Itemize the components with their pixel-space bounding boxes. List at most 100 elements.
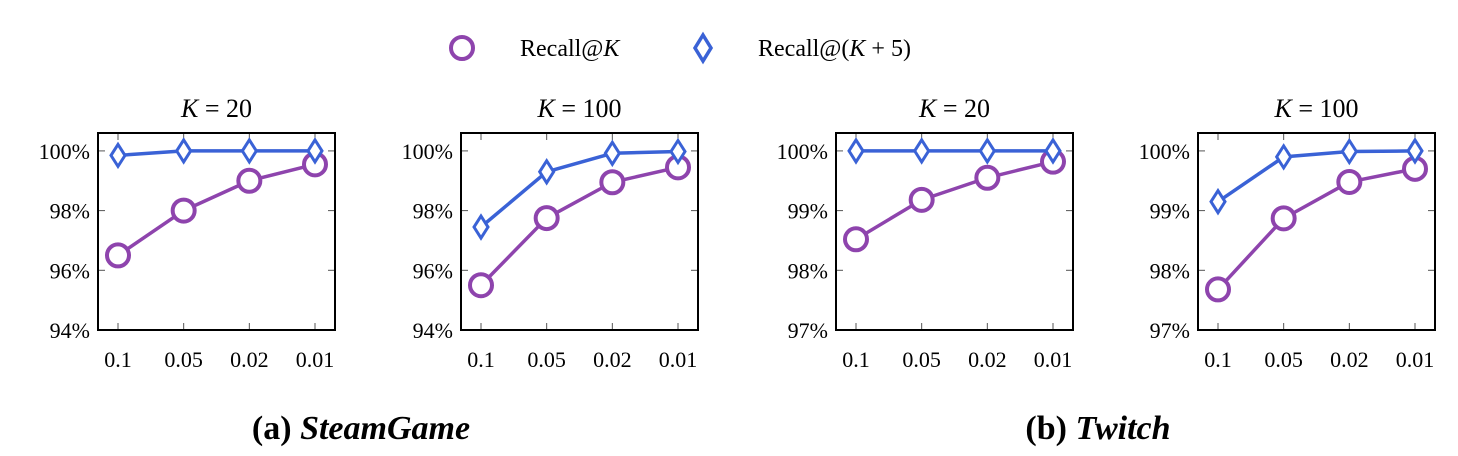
caption-steamgame: (a) SteamGame xyxy=(252,410,470,447)
data-point-circle xyxy=(170,197,197,224)
legend: Recall@K Recall@(K + 5) xyxy=(449,31,911,65)
plot-frame xyxy=(97,132,336,331)
legend-marker-diamond xyxy=(692,31,714,65)
data-point-diamond xyxy=(240,137,259,165)
x-tick-label: 0.05 xyxy=(164,347,203,372)
chart-panel-3: K = 20 97% 98% 99% 100% 0.1 0.05 0.02 0.01 xyxy=(777,94,1074,372)
y-tick-label: 99% xyxy=(1150,199,1190,224)
series-recall-k-plus-5 xyxy=(472,137,687,241)
x-tick-label: 0.02 xyxy=(593,347,632,372)
legend-label-recall-k: Recall@K xyxy=(520,36,621,62)
series-recall-k-plus-5 xyxy=(847,137,1062,165)
data-point-circle xyxy=(468,272,494,299)
data-point-diamond xyxy=(912,137,931,165)
data-point-circle xyxy=(533,205,560,232)
legend-item-recall-k: Recall@K xyxy=(449,35,621,62)
panel-title-rest: = 100 xyxy=(555,94,622,123)
data-point-circle xyxy=(843,226,869,253)
y-tick-label: 97% xyxy=(788,318,828,343)
x-tick-label: 0.02 xyxy=(1330,347,1369,372)
data-point-diamond xyxy=(537,158,556,186)
panel-title: K = 20 xyxy=(180,94,252,123)
x-tick-label: 0.05 xyxy=(1264,347,1303,372)
data-point-circle xyxy=(1336,168,1363,195)
series-line xyxy=(479,165,679,287)
series-line xyxy=(117,162,316,257)
data-point-circle xyxy=(236,167,263,194)
series-recall-k-plus-5 xyxy=(109,137,324,170)
series-recall-k xyxy=(468,154,691,299)
y-tick-label: 100% xyxy=(402,139,453,164)
plot-frame xyxy=(1197,132,1436,331)
plot-frame xyxy=(460,132,699,331)
series-line xyxy=(1217,149,1416,204)
series-recall-k xyxy=(843,148,1066,253)
plot-frame xyxy=(835,132,1074,331)
data-point-diamond xyxy=(472,213,490,241)
data-point-diamond xyxy=(603,139,622,168)
y-tick-label: 98% xyxy=(50,199,90,224)
series-line xyxy=(117,149,315,158)
x-tick-label: 0.02 xyxy=(968,347,1007,372)
data-point-diamond xyxy=(978,137,997,165)
series-line xyxy=(479,149,679,229)
y-tick-label: 96% xyxy=(413,258,453,283)
data-point-diamond xyxy=(109,141,127,170)
y-tick-label: 97% xyxy=(1150,318,1190,343)
data-point-circle xyxy=(599,169,626,196)
panel-title-rest: = 20 xyxy=(936,94,990,123)
y-tick-label: 100% xyxy=(39,139,90,164)
chart-panel-4: K = 100 97% 98% 99% 100% 0.1 0.05 0.02 0.01 xyxy=(1139,94,1436,372)
chart-panel-1: K = 20 94% 96% 98% 100% 0.1 0.05 0.02 0.01 xyxy=(39,94,336,372)
data-point-diamond xyxy=(1044,137,1062,165)
y-tick-label: 94% xyxy=(50,318,90,343)
x-tick-label: 0.1 xyxy=(1204,347,1232,372)
data-point-circle xyxy=(974,164,1001,191)
panel-title-var: K xyxy=(918,94,938,123)
panel-title: K = 20 xyxy=(918,94,990,123)
panel-title-var: K xyxy=(180,94,200,123)
data-point-diamond xyxy=(1274,143,1293,171)
legend-item-recall-k-plus-5: Recall@(K + 5) xyxy=(692,31,911,65)
series-recall-k-plus-5 xyxy=(1209,137,1424,216)
panel-title-rest: = 100 xyxy=(1292,94,1359,123)
x-tick-label: 0.01 xyxy=(296,347,335,372)
data-point-circle xyxy=(1270,205,1297,232)
y-tick-label: 94% xyxy=(413,318,453,343)
chart-panel-2: K = 100 94% 96% 98% 100% 0.1 0.05 0.02 0.01 xyxy=(402,94,699,372)
y-tick-label: 98% xyxy=(413,199,453,224)
x-tick-label: 0.02 xyxy=(230,347,269,372)
data-point-diamond xyxy=(306,137,324,165)
data-point-circle xyxy=(1205,276,1231,303)
data-point-circle xyxy=(105,242,131,269)
panel-title-var: K xyxy=(1273,94,1293,123)
y-tick-label: 99% xyxy=(788,199,828,224)
panel-title: K = 100 xyxy=(536,94,621,123)
series-line xyxy=(855,159,1054,241)
x-tick-label: 0.05 xyxy=(527,347,566,372)
series-line xyxy=(1216,167,1416,291)
data-point-diamond xyxy=(669,137,687,166)
x-tick-label: 0.01 xyxy=(659,347,698,372)
data-point-diamond xyxy=(1209,187,1227,216)
x-tick-label: 0.05 xyxy=(902,347,941,372)
x-tick-label: 0.1 xyxy=(104,347,132,372)
y-tick-label: 100% xyxy=(777,139,828,164)
y-tick-label: 98% xyxy=(788,258,828,283)
data-point-circle xyxy=(908,186,935,213)
y-tick-label: 96% xyxy=(50,258,90,283)
legend-label-recall-k-plus-5: Recall@(K + 5) xyxy=(758,36,911,62)
y-tick-label: 98% xyxy=(1150,258,1190,283)
caption-twitch: (b) Twitch xyxy=(1025,410,1170,447)
x-tick-label: 0.01 xyxy=(1034,347,1073,372)
panel-title-rest: = 20 xyxy=(198,94,252,123)
x-tick-label: 0.01 xyxy=(1396,347,1435,372)
series-recall-k xyxy=(1205,155,1428,303)
legend-marker-circle xyxy=(449,35,475,61)
panel-title: K = 100 xyxy=(1273,94,1358,123)
x-tick-label: 0.1 xyxy=(467,347,495,372)
panel-title-var: K xyxy=(536,94,556,123)
data-point-diamond xyxy=(1340,137,1359,166)
